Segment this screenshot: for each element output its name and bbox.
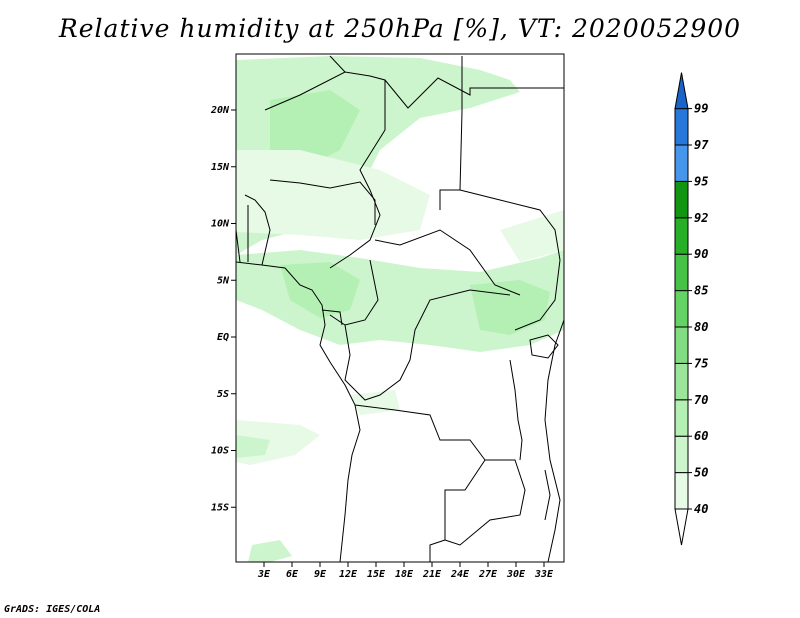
- colorbar-label: 40: [694, 502, 708, 516]
- humidity-band-east: [470, 280, 550, 335]
- colorbar-box: [674, 180, 689, 219]
- colorbar-arrow-top: [674, 72, 689, 110]
- map-borders: [236, 55, 564, 562]
- colorbar-label: 85: [694, 284, 708, 298]
- colorbar-label: 90: [694, 247, 708, 261]
- border-sudan: [459, 189, 561, 331]
- lon-tick-label: 6E: [286, 569, 299, 580]
- lat-tick-label: 5N: [217, 275, 230, 286]
- colorbar-label: 97: [694, 138, 709, 152]
- colorbar: 40 50 60 70 75 80 85 90 92 95 97 99: [674, 72, 709, 546]
- lake-malawi: [544, 469, 551, 521]
- lat-tick-label: 15N: [211, 162, 230, 173]
- lat-tick-label: 15S: [211, 502, 229, 513]
- border-west-africa: [236, 194, 271, 266]
- lon-tick-label: 33E: [534, 569, 554, 580]
- colorbar-box: [674, 362, 689, 401]
- lon-tick-label: 12E: [339, 569, 358, 580]
- latitude-axis: 20N 15N 10N 5N EQ 5S 10S 15S: [210, 105, 236, 513]
- border-nigeria: [269, 179, 376, 225]
- lat-tick-label: EQ: [217, 332, 229, 343]
- lon-tick-label: 3E: [257, 569, 271, 580]
- border-gabon: [321, 309, 343, 326]
- colorbar-box: [674, 326, 689, 364]
- colorbar-box: [674, 108, 689, 146]
- plot-frame: [235, 53, 565, 563]
- lon-tick-label: 24E: [450, 569, 470, 580]
- longitude-axis: 3E 6E 9E 12E 15E 18E 21E 24E 27E 30E 33E: [257, 562, 554, 580]
- colorbar-label: 50: [694, 466, 708, 480]
- figure-title: Relative humidity at 250hPa [%], VT: 202…: [58, 14, 742, 43]
- humidity-patch-angola: [350, 390, 400, 415]
- colorbar-label: 60: [694, 429, 708, 443]
- border-car: [374, 229, 521, 296]
- humidity-field: [236, 56, 564, 562]
- lat-tick-label: 5S: [217, 389, 229, 400]
- colorbar-box: [674, 253, 689, 292]
- lon-tick-label: 27E: [478, 569, 498, 580]
- coastline-east: [544, 319, 564, 562]
- colorbar-label: 70: [694, 393, 708, 407]
- lon-tick-label: 18E: [395, 569, 414, 580]
- border-congo: [329, 259, 379, 326]
- lon-tick-label: 30E: [506, 569, 526, 580]
- colorbar-box: [674, 290, 689, 328]
- colorbar-label: 75: [694, 356, 708, 370]
- credit-label: GrADS: IGES/COLA: [4, 604, 101, 615]
- humidity-band-equatorial-core: [280, 262, 360, 318]
- border-zambia: [444, 459, 526, 546]
- colorbar-label: 95: [694, 174, 708, 188]
- lon-tick-label: 21E: [422, 569, 442, 580]
- border-angola: [354, 404, 486, 562]
- lake-victoria: [529, 334, 559, 359]
- colorbar-label: 99: [694, 102, 708, 116]
- lat-tick-label: 20N: [210, 105, 230, 116]
- colorbar-label: 92: [694, 211, 708, 225]
- lon-tick-label: 9E: [314, 569, 327, 580]
- humidity-band-northeast: [500, 210, 564, 262]
- coastline-west: [236, 261, 361, 562]
- colorbar-box: [674, 472, 689, 510]
- colorbar-box: [674, 399, 689, 437]
- colorbar-box: [674, 144, 689, 182]
- border-drc: [344, 289, 511, 401]
- colorbar-box: [674, 217, 689, 255]
- colorbar-arrow-bottom: [674, 508, 689, 546]
- lat-tick-label: 10N: [211, 219, 230, 230]
- lat-tick-label: 10S: [211, 446, 229, 457]
- humidity-band-southwest-core: [236, 435, 270, 458]
- lake-tanganyika: [509, 359, 523, 461]
- humidity-band-sahel: [236, 150, 430, 240]
- colorbar-box: [674, 435, 689, 474]
- lon-tick-label: 15E: [367, 569, 386, 580]
- humidity-patch-south: [248, 540, 292, 562]
- border-north: [264, 71, 564, 111]
- colorbar-label: 80: [694, 320, 708, 334]
